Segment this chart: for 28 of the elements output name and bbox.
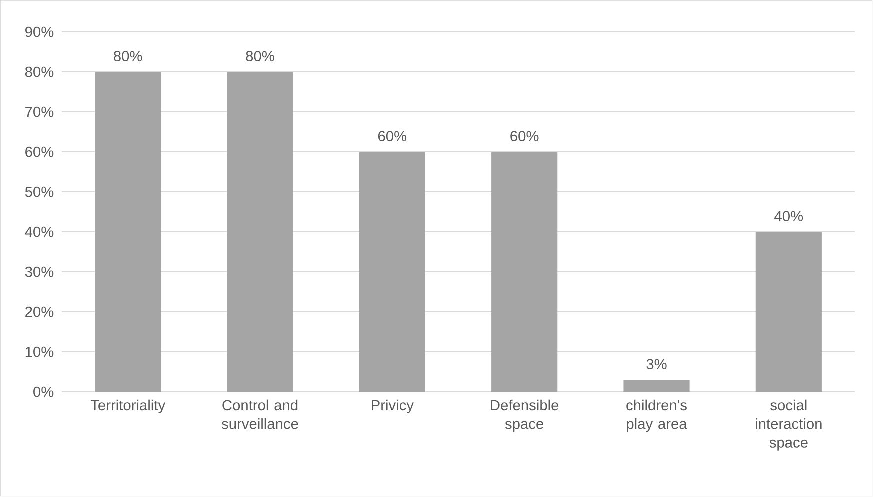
data-label: 3% [646,359,667,370]
data-label: 80% [246,51,274,62]
y-tick-label: 20% [26,306,54,318]
bar [756,232,822,392]
bar [359,152,426,392]
y-tick-label: 80% [25,66,54,78]
y-tick-label: 70% [26,106,54,118]
y-tick-label: 60% [26,146,54,158]
y-tick-label: 0% [34,386,54,398]
y-tick-label: 30% [25,266,54,278]
x-tick-label: Territoriality [90,400,166,414]
x-tick-label: Privicy [372,400,414,414]
x-tick-label: Control and surveillance [222,400,298,430]
y-tick-label: 50% [25,186,54,198]
y-tick-label: 90% [26,26,54,38]
bar [95,72,162,392]
y-tick-label: 40% [25,226,54,238]
data-label: 80% [114,51,142,62]
bar [624,380,690,392]
bar [227,72,294,392]
bar [492,152,558,392]
x-tick-label: social interaction space [756,400,822,451]
data-label: 40% [774,211,804,222]
data-label: 60% [510,131,539,142]
x-tick-label: children's play area [626,400,688,432]
y-tick-label: 10% [26,346,54,358]
x-tick-label: Defensible space [491,400,559,432]
data-label: 60% [378,131,407,142]
